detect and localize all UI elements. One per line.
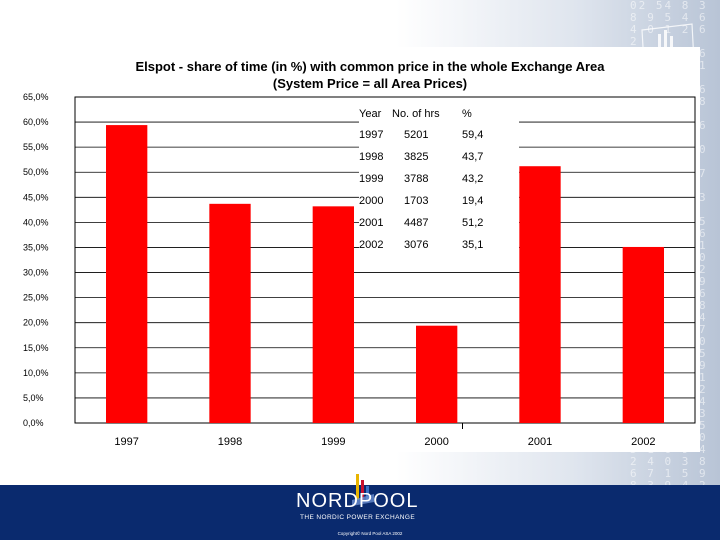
x-tick-label: 2000: [424, 436, 448, 448]
table-cell-percent: 19,4: [462, 195, 484, 207]
copyright-text: Copyright© Nord Pool ASA 2002: [337, 531, 403, 536]
table-header-hours: No. of hrs: [392, 108, 440, 120]
table-cell-hours: 1703: [404, 195, 429, 207]
y-tick-label: 65,0%: [23, 92, 49, 102]
data-table: Year No. of hrs % 1997 5201 59,4 1998 38…: [359, 104, 519, 264]
brand-tagline: THE NORDIC POWER EXCHANGE: [300, 514, 416, 521]
bar-chart: 65,0% 60,0% 55,0% 50,0% 45,0% 40,0% 35,0% 30,0%…: [23, 92, 696, 448]
table-cell-hours: 3825: [404, 151, 429, 163]
table-row: 1999 3788 43,2: [359, 168, 502, 190]
y-tick-label: 30,0%: [23, 268, 49, 278]
table-cell-year: 2000: [359, 195, 384, 207]
table-cell-percent: 35,1: [462, 239, 484, 251]
y-tick-label: 5,0%: [23, 393, 44, 403]
x-tick-label: 1998: [218, 436, 242, 448]
table-cell-year: 1999: [359, 173, 384, 185]
table-cell-hours: 4487: [404, 217, 429, 229]
y-tick-label: 10,0%: [23, 368, 49, 378]
table-header-row: Year No. of hrs %: [359, 104, 502, 124]
table-cell-hours: 3788: [404, 173, 429, 185]
table-cell-percent: 51,2: [462, 217, 484, 229]
bar: [209, 203, 251, 423]
table-header-year: Year: [359, 108, 382, 120]
bar: [312, 206, 354, 423]
table-row: 2002 3076 35,1: [359, 234, 502, 256]
y-tick-label: 55,0%: [23, 142, 49, 152]
nordpool-logo-icon: [352, 474, 374, 506]
table-header-percent: %: [462, 108, 472, 120]
table-cell-hours: 5201: [404, 129, 429, 141]
y-tick-label: 35,0%: [23, 242, 49, 252]
table-cell-hours: 3076: [404, 239, 429, 251]
x-tick-label: 2002: [631, 436, 655, 448]
chart-title-line-1: Elspot - share of time (in %) with commo…: [135, 59, 605, 74]
table-row: 1998 3825 43,7: [359, 146, 502, 168]
table-cell-percent: 59,4: [462, 129, 484, 141]
table-cell-percent: 43,7: [462, 151, 484, 163]
y-tick-label: 50,0%: [23, 167, 49, 177]
bar: [106, 125, 148, 423]
table-cell-year: 1997: [359, 129, 384, 141]
table-cell-year: 2002: [359, 239, 384, 251]
y-tick-label: 0,0%: [23, 418, 44, 428]
y-tick-label: 45,0%: [23, 192, 49, 202]
table-row: 2001 4487 51,2: [359, 212, 502, 234]
bar: [622, 246, 664, 423]
footer-bar: [0, 485, 720, 540]
bar: [416, 325, 458, 423]
y-tick-label: 15,0%: [23, 343, 49, 353]
table-row: 2000 1703 19,4: [359, 190, 502, 212]
y-tick-label: 40,0%: [23, 217, 49, 227]
table-cell-year: 2001: [359, 217, 384, 229]
table-row: 1997 5201 59,4: [359, 124, 502, 146]
y-tick-label: 60,0%: [23, 117, 49, 127]
chart-panel: 65,0% 60,0% 55,0% 50,0% 45,0% 40,0% 35,0% 30,0%…: [15, 47, 700, 452]
x-tick-label: 1997: [114, 436, 138, 448]
brand-name: NORDPOOL: [296, 490, 419, 512]
bar: [519, 166, 561, 423]
x-tick-label: 1999: [321, 436, 345, 448]
table-cell-percent: 43,2: [462, 173, 484, 185]
x-tick-label: 2001: [528, 436, 552, 448]
y-tick-label: 20,0%: [23, 318, 49, 328]
chart-title: Elspot - share of time (in %) with commo…: [90, 58, 650, 92]
y-tick-label: 25,0%: [23, 293, 49, 303]
chart-title-line-2: (System Price = all Area Prices): [272, 76, 468, 91]
table-cell-year: 1998: [359, 151, 384, 163]
